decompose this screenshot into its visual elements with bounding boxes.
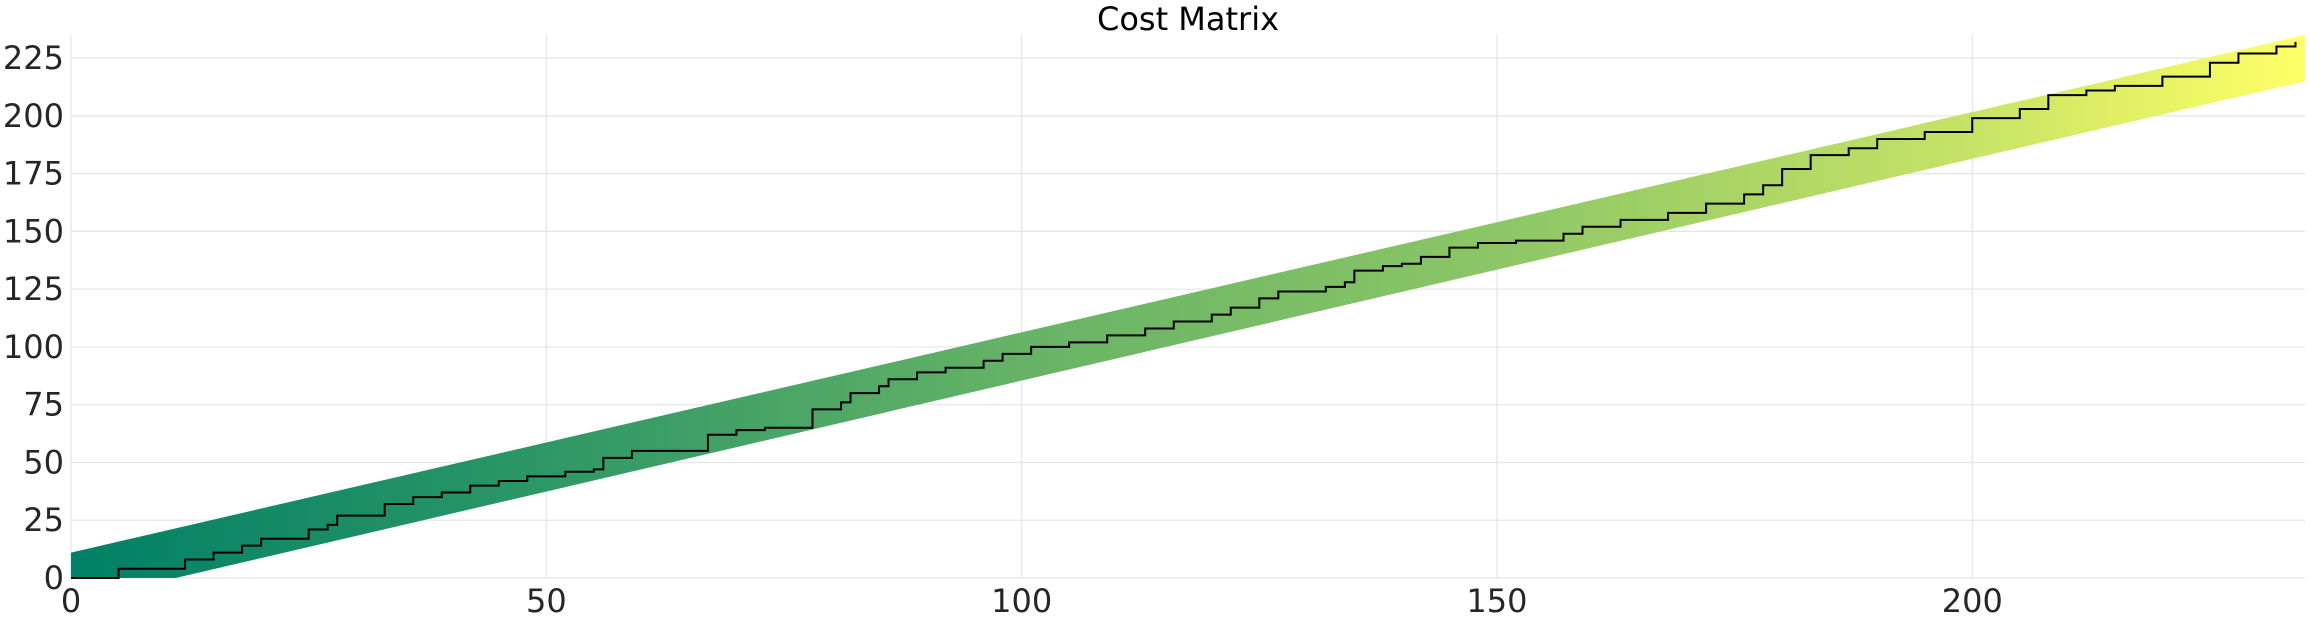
x-tick-label-1: 50 xyxy=(526,582,567,620)
cost-band xyxy=(71,35,2305,578)
warping-path-layer xyxy=(71,41,2297,579)
y-tick-label-1: 25 xyxy=(23,501,64,539)
y-tick-label-8: 200 xyxy=(3,97,64,135)
y-tick-label-3: 75 xyxy=(23,386,64,424)
x-tick-label-0: 0 xyxy=(61,582,81,620)
x-tick-label-2: 100 xyxy=(991,582,1052,620)
x-axis-ticks: 0 50 100 150 200 xyxy=(61,582,2003,620)
y-tick-label-0: 0 xyxy=(44,559,64,597)
warping-path-line xyxy=(71,41,2297,579)
cost-band-area xyxy=(71,35,2305,578)
y-axis-ticks: 0 25 50 75 100 125 150 175 200 225 xyxy=(3,39,64,597)
y-tick-label-2: 50 xyxy=(23,443,64,481)
x-tick-label-4: 200 xyxy=(1942,582,2003,620)
chart-title: Cost Matrix xyxy=(1097,0,1279,38)
y-tick-label-6: 150 xyxy=(3,212,64,250)
y-tick-label-5: 125 xyxy=(3,270,64,308)
x-tick-label-3: 150 xyxy=(1466,582,1527,620)
grid-layer xyxy=(70,35,2305,579)
y-tick-label-9: 225 xyxy=(3,39,64,77)
y-tick-label-7: 175 xyxy=(3,155,64,193)
y-tick-label-4: 100 xyxy=(3,328,64,366)
